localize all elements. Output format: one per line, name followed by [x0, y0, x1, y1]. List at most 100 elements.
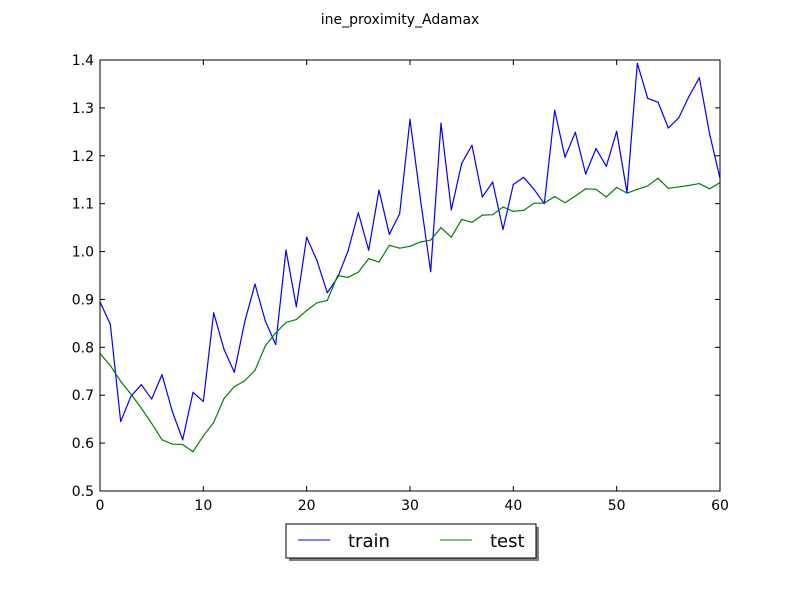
data-point-test-51: [626, 192, 628, 194]
data-point-train-44: [554, 109, 556, 111]
data-point-train-32: [430, 271, 432, 273]
data-point-test-29: [399, 247, 401, 249]
y-tick-label: 0.8: [72, 340, 94, 356]
data-point-test-23: [337, 274, 339, 277]
data-point-test-46: [574, 195, 576, 197]
data-point-test-26: [368, 258, 370, 260]
x-tick-label: 50: [608, 498, 626, 514]
data-point-train-59: [709, 133, 711, 135]
data-point-test-36: [471, 221, 473, 223]
y-tick-label: 1.4: [72, 53, 94, 69]
data-point-test-40: [512, 210, 514, 212]
data-point-test-24: [347, 276, 349, 279]
data-point-test-14: [244, 380, 246, 382]
x-tick-label: 20: [298, 498, 316, 514]
data-point-test-35: [461, 218, 463, 221]
data-point-train-5: [151, 398, 153, 400]
data-point-train-58: [698, 77, 700, 79]
data-point-test-41: [523, 209, 525, 211]
data-point-train-56: [678, 117, 680, 119]
data-point-test-28: [388, 244, 390, 246]
data-point-test-56: [678, 186, 680, 188]
x-tick-label: 60: [711, 498, 729, 514]
data-point-test-4: [140, 407, 142, 409]
data-point-train-6: [161, 374, 163, 376]
data-point-train-3: [130, 395, 132, 397]
data-point-train-18: [285, 249, 287, 251]
x-tick-label: 0: [96, 498, 105, 514]
data-point-train-48: [595, 147, 597, 150]
data-point-train-25: [357, 212, 359, 214]
data-point-test-1: [109, 364, 111, 367]
data-point-train-7: [171, 410, 173, 413]
data-point-test-49: [605, 196, 607, 198]
data-point-test-5: [151, 422, 153, 425]
x-tick-label: 10: [194, 498, 212, 514]
data-point-train-27: [378, 189, 380, 191]
data-point-train-29: [399, 213, 401, 215]
data-point-test-13: [233, 386, 235, 388]
data-point-train-16: [264, 320, 266, 322]
data-point-test-2: [120, 380, 122, 382]
data-point-test-16: [264, 345, 266, 347]
data-point-train-24: [347, 250, 349, 252]
data-point-test-47: [585, 188, 587, 190]
data-point-test-39: [502, 206, 504, 208]
data-point-test-43: [543, 202, 545, 204]
data-point-train-54: [657, 101, 659, 103]
data-point-train-19: [295, 306, 297, 308]
data-point-test-15: [254, 369, 256, 371]
data-point-train-40: [512, 183, 514, 186]
data-point-train-14: [244, 321, 246, 323]
series-test: [99, 177, 721, 453]
data-point-test-32: [430, 239, 432, 241]
data-point-train-26: [368, 249, 370, 251]
data-point-test-17: [275, 332, 277, 334]
data-point-test-50: [616, 186, 618, 188]
data-point-test-58: [698, 182, 700, 185]
data-point-train-41: [523, 176, 525, 178]
data-point-train-46: [574, 131, 576, 133]
y-tick-label: 1.1: [72, 197, 94, 213]
data-point-test-33: [440, 227, 442, 229]
data-point-train-8: [182, 439, 184, 441]
y-axis: 0.5 0.6 0.7 0.8 0.9 1.0 1.1 1.2 1.3 1.4: [72, 53, 720, 500]
data-point-test-9: [192, 451, 194, 453]
data-point-test-25: [357, 271, 359, 273]
chart-title: ine_proximity_Adamax: [321, 12, 480, 28]
data-point-test-7: [171, 443, 173, 445]
legend-test-label: test: [490, 531, 525, 552]
data-point-test-59: [709, 188, 711, 190]
legend-box: [285, 523, 537, 559]
data-point-test-6: [161, 439, 163, 441]
data-point-train-9: [192, 391, 194, 393]
data-point-train-1: [109, 323, 111, 325]
data-point-test-19: [295, 318, 297, 321]
data-point-test-37: [481, 214, 483, 216]
plot-area: 0 10 20 30 40 50 60 0.5 0.6 0.7 0.8 0.9 1.0 1.1 1.2 1.…: [72, 53, 729, 514]
data-point-train-47: [585, 173, 587, 175]
data-point-test-27: [378, 261, 380, 263]
data-point-test-3: [130, 393, 132, 395]
data-point-train-52: [636, 62, 638, 64]
data-point-test-55: [667, 187, 669, 189]
data-point-test-30: [409, 245, 411, 247]
data-point-train-36: [471, 144, 473, 146]
y-tick-label: 1.3: [72, 101, 94, 117]
data-point-test-48: [595, 188, 597, 190]
data-point-test-34: [450, 236, 452, 238]
data-point-train-13: [233, 371, 235, 373]
data-point-train-12: [223, 348, 225, 350]
series-train: [99, 62, 721, 441]
data-point-train-39: [502, 228, 504, 231]
series-layer: [99, 62, 721, 453]
x-tick-label: 30: [401, 498, 419, 514]
data-point-train-53: [647, 97, 649, 99]
data-point-test-31: [419, 241, 421, 243]
data-point-test-8: [182, 443, 184, 446]
data-point-train-10: [202, 400, 204, 403]
data-point-train-17: [275, 343, 277, 346]
y-tick-label: 1.0: [72, 245, 94, 261]
data-point-train-20: [306, 236, 308, 238]
